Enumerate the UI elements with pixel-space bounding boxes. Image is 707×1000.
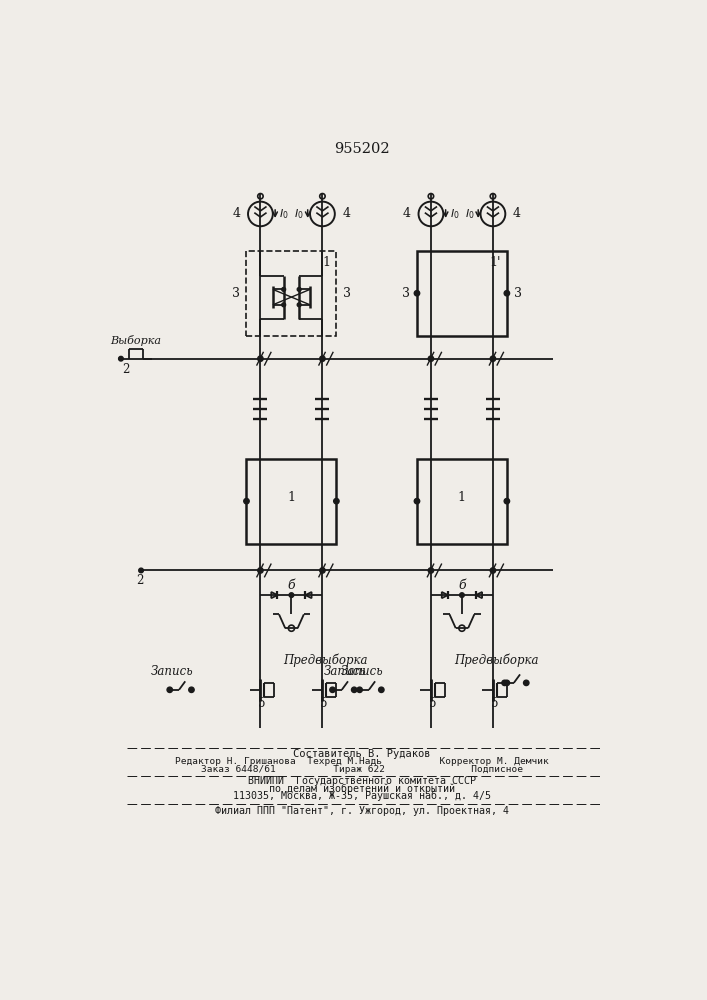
Text: 4: 4 [343,207,351,220]
Text: 4: 4 [403,207,411,220]
Circle shape [281,287,286,291]
Text: 4: 4 [233,207,240,220]
Circle shape [297,287,301,291]
Text: по делам изобретений и открытий: по делам изобретений и открытий [269,783,455,794]
Text: 4: 4 [513,207,521,220]
Text: ВНИИПИ  Государственного комитета СССР: ВНИИПИ Государственного комитета СССР [248,776,476,786]
Text: 3: 3 [402,287,410,300]
Circle shape [189,687,194,692]
Circle shape [320,568,325,573]
Text: 1: 1 [288,491,296,504]
Text: Предвыборка: Предвыборка [454,654,538,667]
Circle shape [504,680,510,686]
Text: 3: 3 [344,287,351,300]
Text: 2: 2 [136,574,144,587]
Circle shape [524,680,529,686]
Circle shape [379,687,384,692]
Text: Запись: Запись [325,665,367,678]
Text: 1: 1 [458,491,466,504]
Circle shape [351,687,357,692]
Text: б: б [458,579,466,592]
Text: Заказ 6448/61          Тираж 622               Подписное: Заказ 6448/61 Тираж 622 Подписное [201,765,523,774]
Circle shape [414,291,420,296]
Circle shape [502,680,507,686]
Circle shape [297,303,301,307]
Text: Филиал ППП "Патент", г. Ужгород, ул. Проектная, 4: Филиал ППП "Патент", г. Ужгород, ул. Про… [215,806,509,816]
Circle shape [281,303,286,307]
Text: 2: 2 [122,363,129,376]
Text: 5: 5 [258,697,266,710]
Text: Составитель В. Рудаков: Составитель В. Рудаков [293,749,431,759]
Circle shape [258,356,263,361]
Circle shape [320,356,325,361]
Circle shape [329,687,335,692]
Text: $I_0$: $I_0$ [294,207,304,221]
Text: $I_0$: $I_0$ [279,207,288,221]
Text: 955202: 955202 [334,142,390,156]
Circle shape [504,498,510,504]
Circle shape [289,593,293,597]
Text: $I_0$: $I_0$ [464,207,474,221]
Text: 3: 3 [514,287,522,300]
Text: Выборка: Выборка [110,335,161,346]
Circle shape [460,593,464,597]
Text: Запись: Запись [341,665,383,678]
Bar [247,459,337,544]
Text: 5: 5 [428,697,436,710]
Bar [417,459,507,544]
Text: 5: 5 [320,697,328,710]
Text: б: б [288,579,296,592]
Text: Запись: Запись [151,665,194,678]
Circle shape [414,498,420,504]
Text: Предвыборка: Предвыборка [284,654,368,667]
Text: 1': 1' [489,256,501,269]
Circle shape [167,687,173,692]
Circle shape [119,356,123,361]
Text: Редактор Н. Гришанова  Техред М.Надь          Корректор М. Демчик: Редактор Н. Гришанова Техред М.Надь Корр… [175,757,549,766]
Circle shape [428,568,433,573]
Bar [417,251,507,336]
Text: 113035, Москва, Ж-35, Раушская наб., д. 4/5: 113035, Москва, Ж-35, Раушская наб., д. … [233,791,491,801]
Circle shape [428,356,433,361]
Circle shape [357,687,363,692]
Circle shape [490,356,496,361]
Bar [247,251,337,336]
Text: 1: 1 [322,256,330,269]
Circle shape [139,568,144,573]
Circle shape [490,568,496,573]
Text: 3: 3 [231,287,240,300]
Circle shape [504,291,510,296]
Text: $I_0$: $I_0$ [450,207,459,221]
Text: 5: 5 [491,697,498,710]
Circle shape [244,498,249,504]
Circle shape [334,498,339,504]
Circle shape [258,568,263,573]
